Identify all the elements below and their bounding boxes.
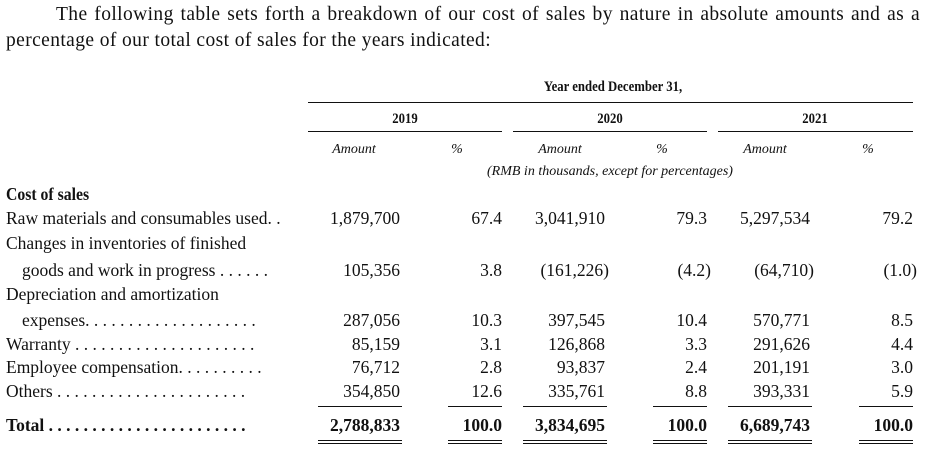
row-value: 93,837 xyxy=(556,357,605,377)
total-double-rule xyxy=(523,440,607,444)
row-value: 12.6 xyxy=(471,381,502,401)
total-value: 100.0 xyxy=(873,415,913,435)
row-value: 8.8 xyxy=(685,381,707,401)
col-pct-2019: % xyxy=(451,142,463,157)
row-value: 10.3 xyxy=(471,310,502,330)
row-value: 3.3 xyxy=(685,334,707,354)
row-value: 67.4 xyxy=(471,208,502,228)
row-value: 76,712 xyxy=(351,357,400,377)
subtotal-rule xyxy=(448,406,502,407)
col-amount-2019: Amount xyxy=(332,142,376,157)
row-label: Warranty . . . . . . . . . . . . . . . .… xyxy=(6,334,255,354)
row-value: 570,771 xyxy=(753,310,810,330)
row-value: 354,850 xyxy=(343,381,400,401)
col-amount-2021: Amount xyxy=(743,142,787,157)
year-2020: 2020 xyxy=(597,111,623,127)
row-label: Employee compensation. . . . . . . . . . xyxy=(6,357,262,377)
row-value: 4.4 xyxy=(891,334,913,354)
subtotal-rule xyxy=(859,406,913,407)
total-value: 2,788,833 xyxy=(330,415,400,435)
subtotal-rule xyxy=(653,406,707,407)
row-value: 8.5 xyxy=(891,310,913,330)
row-label: expenses. . . . . . . . . . . . . . . . … xyxy=(22,310,256,330)
period-rule xyxy=(308,102,913,103)
subtotal-rule xyxy=(318,406,402,407)
period-header: Year ended December 31, xyxy=(543,79,683,95)
row-label-line1: Depreciation and amortization xyxy=(6,284,219,304)
year-rule-2019 xyxy=(308,131,502,132)
row-value: 2.4 xyxy=(685,357,707,377)
row-value: 2.8 xyxy=(480,357,502,377)
row-value: 79.3 xyxy=(676,208,707,228)
subtotal-rule xyxy=(523,406,607,407)
row-label: Raw materials and consumables used. . xyxy=(6,208,281,228)
row-value: 3.1 xyxy=(480,334,502,354)
section-title: Cost of sales xyxy=(6,184,90,204)
row-value: 335,761 xyxy=(548,381,605,401)
row-value: 5.9 xyxy=(891,381,913,401)
total-double-rule xyxy=(859,440,913,444)
row-value: 10.4 xyxy=(676,310,707,330)
row-value: 85,159 xyxy=(351,334,400,354)
row-value: (64,710) xyxy=(754,260,814,280)
row-value: 126,868 xyxy=(548,334,605,354)
row-value: 3,041,910 xyxy=(535,208,605,228)
row-value: 397,545 xyxy=(548,310,605,330)
intro-paragraph: The following table sets forth a breakdo… xyxy=(6,4,920,51)
total-value: 100.0 xyxy=(667,415,707,435)
total-double-rule xyxy=(448,440,502,444)
col-pct-2020: % xyxy=(656,142,668,157)
row-value: 79.2 xyxy=(882,208,913,228)
year-2021: 2021 xyxy=(802,111,828,127)
row-value: 287,056 xyxy=(343,310,400,330)
total-double-rule xyxy=(653,440,707,444)
total-double-rule xyxy=(318,440,402,444)
row-value: 291,626 xyxy=(753,334,810,354)
subtotal-rule xyxy=(728,406,812,407)
row-value: 3.0 xyxy=(891,357,913,377)
row-value: 105,356 xyxy=(343,260,400,280)
col-amount-2020: Amount xyxy=(538,142,582,157)
year-rule-2020 xyxy=(513,131,707,132)
year-2019: 2019 xyxy=(392,111,418,127)
total-double-rule xyxy=(728,440,812,444)
row-value: 201,191 xyxy=(753,357,810,377)
row-label-line1: Changes in inventories of finished xyxy=(6,233,247,253)
year-rule-2021 xyxy=(718,131,913,132)
row-label: Others . . . . . . . . . . . . . . . . .… xyxy=(6,381,246,401)
row-value: (1.0) xyxy=(883,260,917,280)
row-value: 393,331 xyxy=(753,381,810,401)
total-label: Total . . . . . . . . . . . . . . . . . … xyxy=(6,415,246,435)
col-pct-2021: % xyxy=(862,142,874,157)
total-value: 100.0 xyxy=(462,415,502,435)
row-value: (161,226) xyxy=(540,260,609,280)
row-value: 5,297,534 xyxy=(740,208,810,228)
row-value: 3.8 xyxy=(480,260,502,280)
row-value: 1,879,700 xyxy=(330,208,400,228)
unit-note: (RMB in thousands, except for percentage… xyxy=(487,164,733,179)
row-value: (4.2) xyxy=(677,260,711,280)
row-label: goods and work in progress . . . . . . xyxy=(22,260,268,280)
total-value: 6,689,743 xyxy=(740,415,810,435)
total-value: 3,834,695 xyxy=(535,415,605,435)
